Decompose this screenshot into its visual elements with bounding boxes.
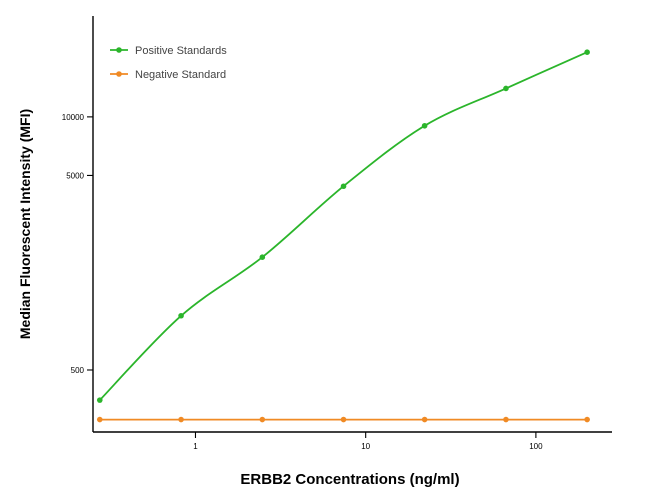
y-tick-label: 10000 xyxy=(62,113,85,122)
data-point-series-0 xyxy=(340,183,347,190)
y-axis-title: Median Fluorescent Intensity (MFI) xyxy=(17,109,33,339)
data-point-series-1 xyxy=(96,416,103,423)
data-point-series-0 xyxy=(421,122,428,129)
legend-swatch-marker xyxy=(116,47,122,53)
data-point-series-0 xyxy=(503,85,509,92)
data-point-series-0 xyxy=(178,312,184,319)
x-axis-title: ERBB2 Concentrations (ng/ml) xyxy=(240,471,459,488)
axes xyxy=(92,16,612,433)
x-tick-label: 10 xyxy=(361,442,370,451)
data-point-series-0 xyxy=(259,254,266,260)
data-point-series-1 xyxy=(259,416,266,423)
legend-label: Positive Standards xyxy=(135,45,227,57)
data-point-series-1 xyxy=(421,416,428,423)
ticks: 500 5000 10000 1 10 100 xyxy=(62,113,543,451)
data-point-series-1 xyxy=(503,416,509,423)
data-point-series-0 xyxy=(584,49,590,56)
legend-swatch-marker xyxy=(116,71,122,77)
x-tick-label: 1 xyxy=(193,442,198,451)
x-tick-label: 100 xyxy=(529,442,543,451)
y-tick-label: 500 xyxy=(71,366,85,375)
data-point-series-1 xyxy=(340,416,347,423)
data-point-series-1 xyxy=(584,416,590,423)
data-point-series-1 xyxy=(178,416,184,423)
series-line-0 xyxy=(99,51,588,401)
data-point-series-0 xyxy=(96,397,103,403)
legend-label: Negative Standard xyxy=(135,69,226,81)
y-tick-label: 5000 xyxy=(66,171,84,180)
legend: Positive Standards Negative Standard xyxy=(110,45,227,81)
series-layer xyxy=(96,49,590,423)
